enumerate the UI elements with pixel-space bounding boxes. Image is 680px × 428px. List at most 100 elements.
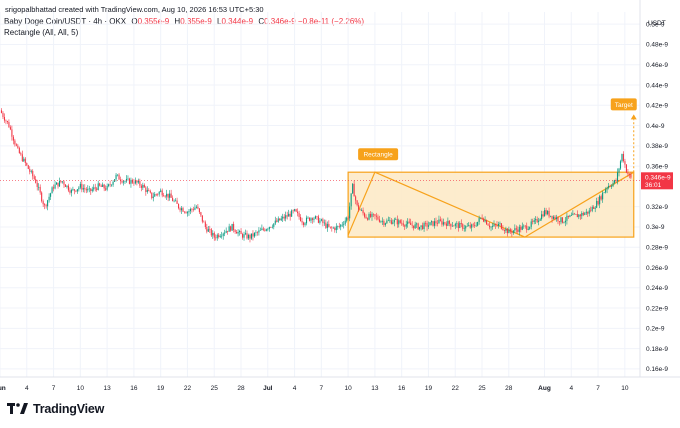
candle-body <box>289 213 291 217</box>
candle-body <box>628 173 630 175</box>
candle-body <box>356 200 358 206</box>
candle-body <box>364 213 366 217</box>
candle-body <box>146 189 148 192</box>
candle-body <box>506 228 508 234</box>
candle-body <box>115 174 117 180</box>
candle-body <box>55 182 58 185</box>
candle-body <box>259 230 261 231</box>
candle-body <box>569 215 571 217</box>
time-tick-label: 10 <box>77 385 85 392</box>
candle-body <box>172 197 174 202</box>
symbol-legend[interactable]: Baby Doge Coin/USDT · 4h · OKX O0.355e-9… <box>4 17 364 26</box>
candle-body <box>605 189 607 193</box>
candle-body <box>163 195 165 197</box>
candle-body <box>561 217 564 223</box>
time-tick-label: 13 <box>103 385 111 392</box>
candle-body <box>212 232 214 236</box>
candle-body <box>438 219 440 224</box>
candle-body <box>337 226 339 227</box>
time-tick-label: 4 <box>569 385 573 392</box>
candle-body <box>109 184 111 185</box>
symbol-name[interactable]: Baby Doge Coin/USDT · 4h · OKX <box>4 17 127 26</box>
candle-body <box>530 221 532 227</box>
indicator-legend[interactable]: Rectangle (All, All, 5) <box>4 28 79 37</box>
candle-body <box>378 219 380 222</box>
tradingview-logo[interactable]: TradingView <box>7 402 104 416</box>
target-label-box[interactable] <box>610 98 637 111</box>
rectangle-label[interactable]: Rectangle <box>363 152 393 159</box>
candle-body <box>480 217 482 219</box>
candle-body <box>322 219 324 224</box>
candle-body <box>435 221 437 224</box>
price-tick-label: 0.5e-9 <box>646 21 665 28</box>
candle-body <box>520 226 522 230</box>
currency-label[interactable]: USDT <box>648 20 666 27</box>
price-tag[interactable] <box>641 172 673 190</box>
candle-body <box>560 217 562 223</box>
candle-body <box>346 217 348 221</box>
candle-body <box>329 226 331 228</box>
candle-body <box>588 210 590 214</box>
candle-body <box>0 110 3 113</box>
candle-body <box>597 200 599 205</box>
candle-body <box>416 223 418 225</box>
candle-body <box>285 215 287 219</box>
candle-body <box>490 226 492 228</box>
candle-body <box>295 209 297 212</box>
candle-body <box>417 223 419 230</box>
candle-body <box>148 189 150 191</box>
price-axis[interactable]: USDT 0.16e-9 0.18e-9 0.2e-9 0.22e-9 0.24e-9 0.… <box>641 20 673 373</box>
candle-body <box>533 220 535 222</box>
candle-body <box>436 223 439 224</box>
candle-body <box>143 184 145 188</box>
candle-body <box>454 223 456 226</box>
candle-body <box>384 223 386 225</box>
rectangle-zigzag[interactable] <box>347 171 635 238</box>
time-tick-label: 28 <box>505 385 513 392</box>
candle-body <box>317 216 319 223</box>
candle-body <box>41 192 43 202</box>
candle-body <box>622 154 625 162</box>
candle-body <box>310 218 312 221</box>
target-label[interactable]: Target <box>615 102 633 109</box>
time-tick-label: 22 <box>184 385 192 392</box>
candle-body <box>387 220 389 222</box>
candle-body <box>301 221 303 223</box>
candle-body <box>439 219 441 221</box>
candle-body <box>305 217 308 224</box>
drawings[interactable]: Target <box>0 98 640 181</box>
candle-body <box>325 222 327 228</box>
candle-body <box>292 210 294 212</box>
candle-body <box>314 216 317 219</box>
candle-body <box>548 210 550 217</box>
candle-body <box>262 228 264 230</box>
candle-body <box>619 161 622 169</box>
candle-body <box>554 216 556 220</box>
candle-body <box>521 226 523 230</box>
candle-body <box>63 181 65 185</box>
time-tick-label: 22 <box>452 385 460 392</box>
target-arrow-head[interactable] <box>630 114 637 120</box>
candle-body <box>365 216 367 219</box>
time-axis[interactable]: Jun 4 7 10 13 16 19 22 25 28 Jul 4 7 10 13 16 19 22 25 28 Au… <box>0 385 629 392</box>
candle-body <box>613 180 616 183</box>
candle-body <box>215 237 217 239</box>
candle-body <box>133 182 135 184</box>
candle-body <box>283 216 285 219</box>
candle-body <box>453 225 455 227</box>
candle-body <box>35 179 37 183</box>
candle-body <box>69 190 71 193</box>
candle-body <box>627 172 629 174</box>
candle-body <box>175 200 177 202</box>
candle-body <box>564 220 566 223</box>
rectangle-label-box[interactable] <box>358 148 399 161</box>
candle-body <box>578 214 580 218</box>
candle-body <box>256 232 258 234</box>
candle-body <box>448 220 450 224</box>
candle-body <box>258 230 260 233</box>
candle-body <box>340 224 342 227</box>
candle-body <box>478 218 480 222</box>
candle-body <box>192 209 194 210</box>
candle-body <box>457 223 459 229</box>
